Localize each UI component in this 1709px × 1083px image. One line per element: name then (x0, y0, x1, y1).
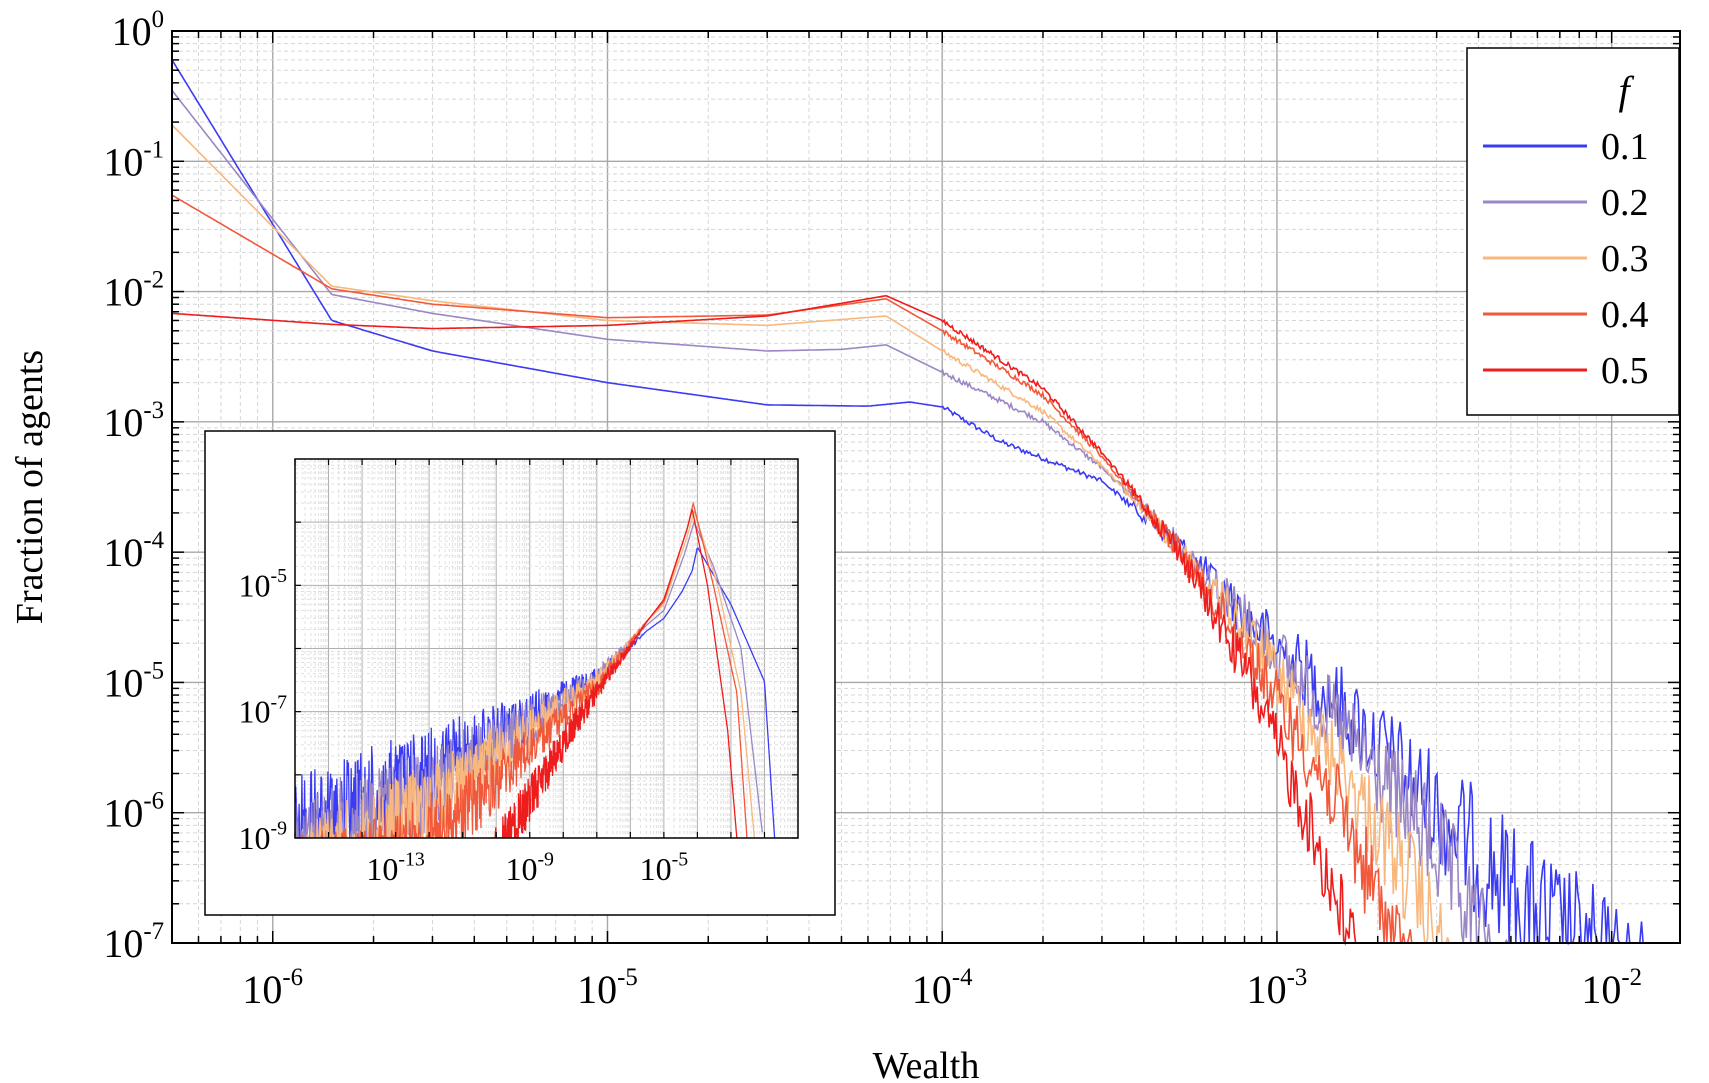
inset-y-tick-label: 10-7 (238, 691, 287, 729)
x-tick-label: 10-4 (912, 964, 973, 1012)
inset-tick-labels: 10-13 10-9 10-5 10-5 10-7 10-9 (238, 565, 688, 887)
x-tick-label: 10-2 (1581, 964, 1642, 1012)
inset-chart: 10-13 10-9 10-5 10-5 10-7 10-9 (204, 430, 836, 916)
legend-label-0.3: 0.3 (1601, 238, 1649, 280)
x-axis-label: Wealth (873, 1045, 980, 1083)
y-tick-label: 10-1 (103, 136, 164, 184)
inset-series-line-0.5 (488, 509, 738, 838)
main-tick-labels: 10-6 10-5 10-4 10-3 10-2 100 10-1 10-2 10-3 10-4 1… (103, 6, 1642, 1012)
legend-label-0.1: 0.1 (1601, 126, 1649, 168)
main-series-group (171, 59, 1679, 946)
y-tick-label: 10-4 (103, 527, 164, 575)
inset-x-tick-label: 10-13 (366, 849, 425, 887)
legend-items: 0.1 0.2 0.3 0.4 0.5 (1483, 126, 1649, 392)
x-tick-label: 10-6 (242, 964, 303, 1012)
series-line-0.1 (171, 59, 1679, 946)
y-tick-label: 100 (112, 6, 164, 54)
y-tick-label: 10-6 (103, 788, 164, 836)
legend: f 0.10.20.30.40.5 (1466, 47, 1680, 416)
x-tick-label: 10-3 (1247, 964, 1308, 1012)
y-tick-label: 10-3 (103, 397, 164, 445)
inset-ticks (294, 459, 798, 839)
y-tick-label: 10-7 (103, 918, 164, 966)
main-ticks (171, 30, 1680, 944)
y-tick-label: 10-2 (103, 267, 164, 315)
y-axis-label: Fraction of agents (9, 350, 51, 624)
x-tick-label: 10-5 (577, 964, 638, 1012)
inset-x-tick-label: 10-9 (505, 849, 554, 887)
inset-y-tick-label: 10-9 (238, 818, 287, 856)
legend-label-0.5: 0.5 (1601, 350, 1649, 392)
inset-x-tick-label: 10-5 (640, 849, 689, 887)
inset-y-tick-label: 10-5 (238, 565, 287, 603)
y-tick-label: 10-5 (103, 657, 164, 705)
series-line-0.5 (171, 294, 1371, 946)
main-plot-frame (171, 30, 1681, 944)
legend-label-0.2: 0.2 (1601, 182, 1649, 224)
inset-series-group (295, 501, 776, 838)
legend-label-0.4: 0.4 (1601, 294, 1649, 336)
series-line-0.3 (171, 124, 1460, 944)
legend-box (1466, 47, 1680, 416)
inset-box (204, 430, 836, 916)
